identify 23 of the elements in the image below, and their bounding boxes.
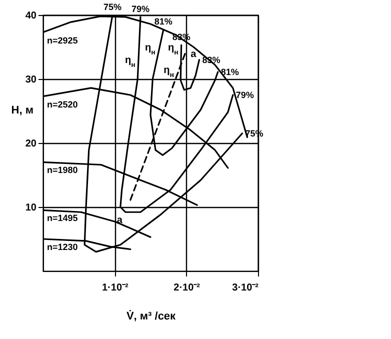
series-label: n=1230 bbox=[47, 242, 78, 252]
annotation: η$_{н}$ bbox=[168, 42, 178, 56]
text: 75% bbox=[104, 2, 122, 12]
annotation: a bbox=[190, 48, 197, 60]
x-tick-label: 3·10⁻² bbox=[232, 282, 260, 294]
text: 81% bbox=[154, 16, 172, 27]
y-tick-label: 40 bbox=[25, 10, 37, 22]
annotation: η$_{н}$ bbox=[145, 42, 156, 56]
series-label: n=1495 bbox=[47, 213, 78, 224]
series-label: 79% bbox=[236, 90, 254, 100]
x-tick-label: 2·10⁻² bbox=[174, 282, 201, 294]
y-tick-label: 10 bbox=[25, 202, 37, 214]
y-axis-title: H, м bbox=[11, 104, 34, 116]
x-axis-title: V̇, м³ /сек bbox=[126, 310, 176, 322]
text: 79% bbox=[131, 4, 150, 14]
series-label: n=2520 bbox=[47, 99, 78, 110]
annotation: η$_{н}$ bbox=[124, 55, 136, 69]
y-tick-label: 30 bbox=[25, 74, 37, 86]
annotation: η$_{н}$ bbox=[164, 64, 174, 78]
series-label: n=1980 bbox=[47, 165, 78, 176]
x-tick-label: 1·10⁻² bbox=[102, 282, 129, 294]
series-label: n=2925 bbox=[47, 35, 78, 46]
y-tick-label: 20 bbox=[25, 138, 37, 150]
